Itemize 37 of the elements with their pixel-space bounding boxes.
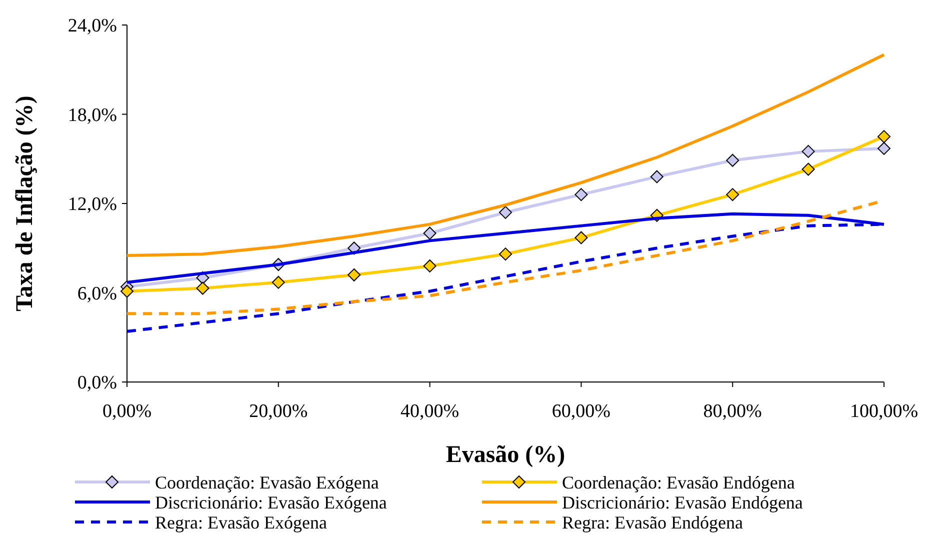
x-tick-label: 100,00% bbox=[850, 401, 918, 422]
y-axis-title: Taxa de Inflação (%) bbox=[12, 96, 38, 312]
x-tick-label: 80,00% bbox=[703, 401, 762, 422]
point bbox=[499, 248, 512, 261]
point bbox=[726, 154, 740, 167]
point bbox=[878, 142, 890, 155]
point bbox=[196, 282, 210, 295]
point bbox=[423, 259, 436, 272]
x-axis-title: Evasão (%) bbox=[446, 442, 566, 468]
point bbox=[802, 144, 815, 158]
point bbox=[802, 162, 815, 176]
legend-label: Coordenação: Evasão Exógena bbox=[155, 472, 379, 492]
legend-label: Discricionário: Evasão Endógena bbox=[562, 492, 803, 512]
legend-label: Discricionário: Evasão Exógena bbox=[155, 492, 387, 512]
x-tick-label: 60,00% bbox=[552, 401, 611, 422]
point bbox=[423, 226, 436, 240]
point bbox=[272, 276, 285, 289]
y-tick-label: 6,0% bbox=[77, 283, 118, 304]
x-tick-label: 40,00% bbox=[400, 401, 460, 422]
x-tick-label: 0,00% bbox=[102, 401, 152, 422]
legend-label: Coordenação: Evasão Endógena bbox=[562, 472, 795, 492]
line-series bbox=[126, 53, 886, 258]
point bbox=[574, 231, 588, 244]
point bbox=[726, 188, 740, 202]
point bbox=[650, 170, 664, 184]
y-tick-label: 12,0% bbox=[68, 194, 118, 216]
point bbox=[120, 284, 134, 298]
y-tick-label: 18,0% bbox=[68, 104, 118, 126]
point bbox=[499, 206, 512, 219]
legend-label: Regra: Evasão Exógena bbox=[155, 512, 327, 532]
point bbox=[574, 188, 588, 202]
y-tick-label: 24,0% bbox=[68, 16, 118, 37]
point bbox=[348, 268, 361, 282]
point bbox=[878, 130, 890, 144]
y-tick-label: 0,0% bbox=[77, 372, 118, 394]
legend-label: Regra: Evasão Endógena bbox=[562, 512, 743, 532]
x-tick-label: 20,00% bbox=[249, 401, 308, 422]
